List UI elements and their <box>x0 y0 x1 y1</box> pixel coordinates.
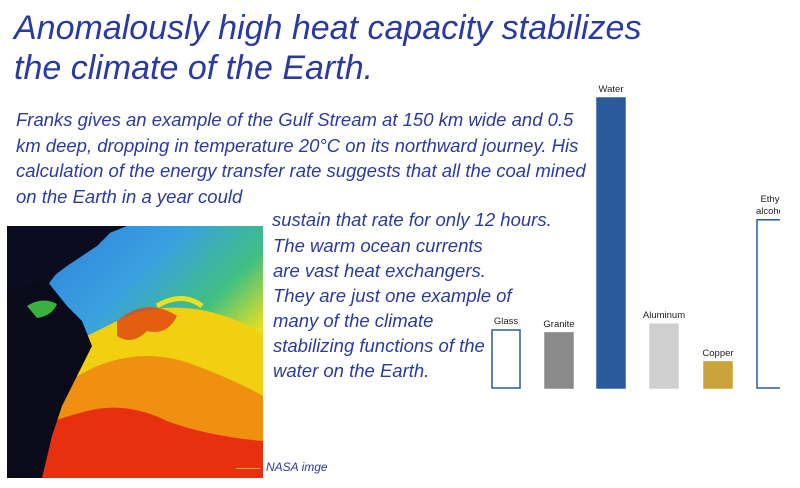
paragraph-gulf-stream: Franks gives an example of the Gulf Stre… <box>16 109 586 207</box>
image-credit: NASA imge <box>266 460 328 474</box>
bar-label-copper: Copper <box>702 348 733 359</box>
bar-water <box>596 97 626 389</box>
heat-capacity-bar-chart: Glass Granite Water Aluminum Copper Ethyl alco… <box>491 84 780 389</box>
bar-label-ethyl: Ethylalcohol <box>756 194 780 217</box>
paragraph-gulf-stream-end: sustain that rate for only 12 hours. <box>272 209 552 230</box>
bar-ethyl <box>756 219 780 389</box>
credit-leader-line <box>236 468 260 469</box>
bar-label-glass: Glass <box>494 316 519 327</box>
bar-label-water: Water <box>599 84 624 95</box>
bar-copper <box>703 361 733 389</box>
bar-glass <box>491 329 521 389</box>
bar-label-aluminum: Aluminum <box>643 310 685 321</box>
bar-aluminum <box>649 323 679 389</box>
gulf-stream-sst-image <box>7 226 263 478</box>
slide-title: Anomalously high heat capacity stabilize… <box>14 9 642 87</box>
paragraph-ocean-currents: The warm ocean currents are vast heat ex… <box>273 235 512 381</box>
bar-granite <box>544 332 574 389</box>
bar-label-granite: Granite <box>543 319 574 330</box>
